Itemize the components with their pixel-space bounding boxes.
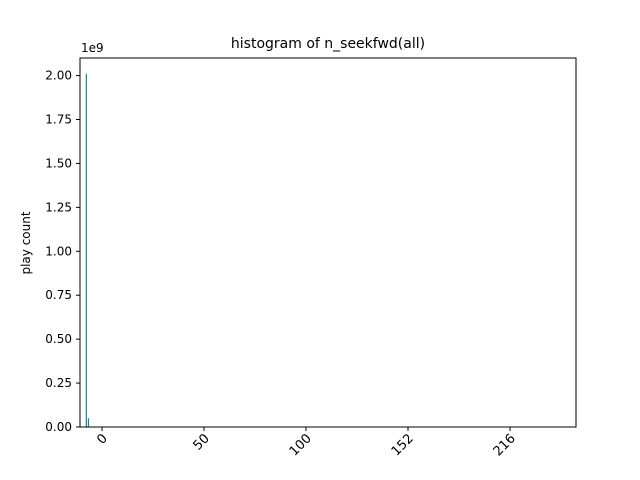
y-tick-label: 2.00 <box>45 69 72 83</box>
y-tick-label: 0.75 <box>45 288 72 302</box>
y-multiplier-label: 1e9 <box>81 41 104 55</box>
y-tick-label: 0.00 <box>45 420 72 434</box>
x-tick-label: 50 <box>191 431 213 453</box>
x-tick-label: 0 <box>94 431 110 447</box>
x-axis: 0 50 100 152 216 <box>94 427 519 459</box>
bar-1 <box>87 418 90 427</box>
y-tick-label: 0.50 <box>45 332 72 346</box>
y-axis-label: play count <box>19 211 33 274</box>
y-tick-label: 1.75 <box>45 113 72 127</box>
y-tick-label: 1.25 <box>45 200 72 214</box>
y-tick-label: 1.00 <box>45 244 72 258</box>
y-axis: 0.00 0.25 0.50 0.75 1.00 1.25 1.50 1.75 2.00 <box>45 69 80 434</box>
x-tick-label: 152 <box>389 431 417 459</box>
y-tick-label: 0.25 <box>45 376 72 390</box>
x-tick-label: 216 <box>491 431 519 459</box>
y-tick-label: 1.50 <box>45 156 72 170</box>
plot-frame <box>79 57 577 428</box>
bar-group <box>85 73 90 427</box>
bar-0 <box>85 73 87 427</box>
chart-title: histogram of n_seekfwd(all) <box>231 36 425 52</box>
x-tick-label: 100 <box>287 431 315 459</box>
